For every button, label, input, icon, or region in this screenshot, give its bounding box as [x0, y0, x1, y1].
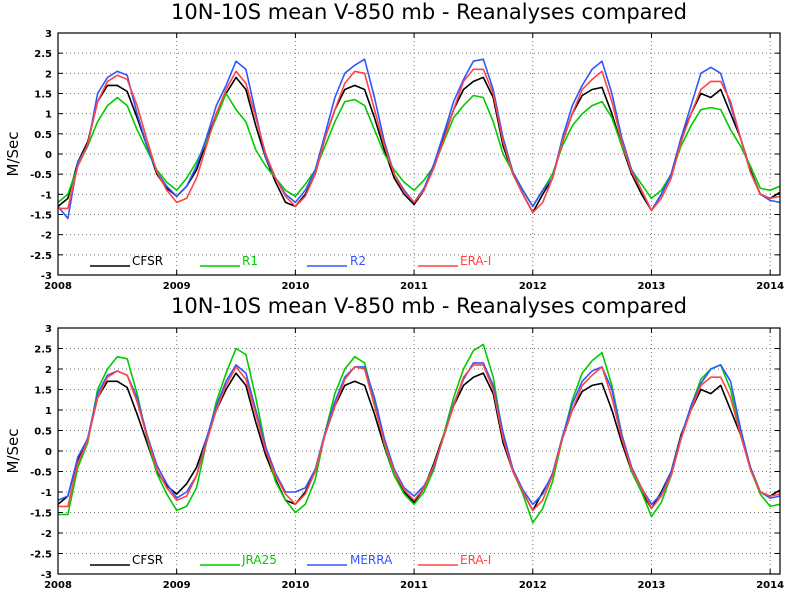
y-tick-label: 0.5	[34, 427, 52, 438]
x-tick-label: 2008	[44, 281, 72, 292]
legend-label: ERA-I	[460, 553, 491, 567]
legend-label: CFSR	[132, 553, 163, 567]
series-line-cfsr	[57, 372, 781, 512]
plot-frame	[57, 327, 781, 575]
y-tick-label: 2	[45, 69, 52, 80]
y-tick-label: -0.5	[30, 468, 52, 479]
y-tick-label: -1	[41, 488, 52, 499]
x-tick-label: 2011	[400, 281, 428, 292]
y-tick-label: 2.5	[34, 345, 52, 356]
y-tick-label: 0	[45, 447, 52, 458]
series-line-era-i	[58, 68, 781, 214]
x-tick-label: 2014	[756, 580, 784, 591]
chart-panel-1: 10N-10S mean V-850 mb - Reanalyses compa…	[4, 0, 784, 292]
series-line-merra	[57, 362, 781, 506]
y-tick-label: -3	[41, 570, 52, 581]
series-line-r1	[57, 92, 781, 208]
y-tick-label: 0.5	[34, 130, 52, 141]
x-tick-label: 2010	[281, 281, 309, 292]
legend-label: R2	[350, 254, 366, 268]
series-line-jra25	[58, 343, 781, 524]
x-tick-label: 2012	[519, 580, 547, 591]
legend-label: CFSR	[132, 254, 163, 268]
x-tick-label: 2013	[638, 281, 666, 292]
y-tick-label: 2	[45, 365, 52, 376]
plot-frame	[57, 32, 781, 276]
series-line-era-i	[58, 364, 781, 512]
x-tick-label: 2011	[400, 580, 428, 591]
y-tick-label: 0	[45, 150, 52, 161]
y-tick-label: 3	[45, 324, 52, 335]
y-tick-label: -1.5	[30, 211, 52, 222]
y-tick-label: -1	[41, 190, 52, 201]
legend-label: JRA25	[241, 553, 277, 567]
x-tick-label: 2009	[163, 580, 191, 591]
chart-title: 10N-10S mean V-850 mb - Reanalyses compa…	[171, 294, 687, 318]
legend-label: MERRA	[350, 553, 393, 567]
legend-label: ERA-I	[460, 254, 491, 268]
y-tick-label: -2	[41, 529, 52, 540]
y-tick-label: -2.5	[30, 251, 52, 262]
y-axis-label: M/Sec	[4, 429, 22, 474]
y-tick-label: -0.5	[30, 170, 52, 181]
y-tick-label: 1.5	[34, 386, 52, 397]
chart-title: 10N-10S mean V-850 mb - Reanalyses compa…	[171, 0, 687, 24]
y-tick-label: 3	[45, 29, 52, 40]
chart-panel-2: 10N-10S mean V-850 mb - Reanalyses compa…	[4, 294, 784, 591]
y-tick-label: 1	[45, 110, 52, 121]
y-tick-label: -1.5	[30, 509, 52, 520]
y-axis-label: M/Sec	[4, 132, 22, 177]
x-tick-label: 2013	[638, 580, 666, 591]
y-tick-label: -2.5	[30, 550, 52, 561]
y-tick-label: -3	[41, 271, 52, 282]
series-line-cfsr	[57, 76, 781, 214]
x-tick-label: 2012	[519, 281, 547, 292]
x-tick-label: 2010	[281, 580, 309, 591]
y-tick-label: 2.5	[34, 49, 52, 60]
y-tick-label: 1	[45, 406, 52, 417]
legend-label: R1	[242, 254, 258, 268]
y-tick-label: 1.5	[34, 90, 52, 101]
x-tick-label: 2009	[163, 281, 191, 292]
y-tick-label: -2	[41, 231, 52, 242]
x-tick-label: 2008	[44, 580, 72, 591]
x-tick-label: 2014	[756, 281, 784, 292]
